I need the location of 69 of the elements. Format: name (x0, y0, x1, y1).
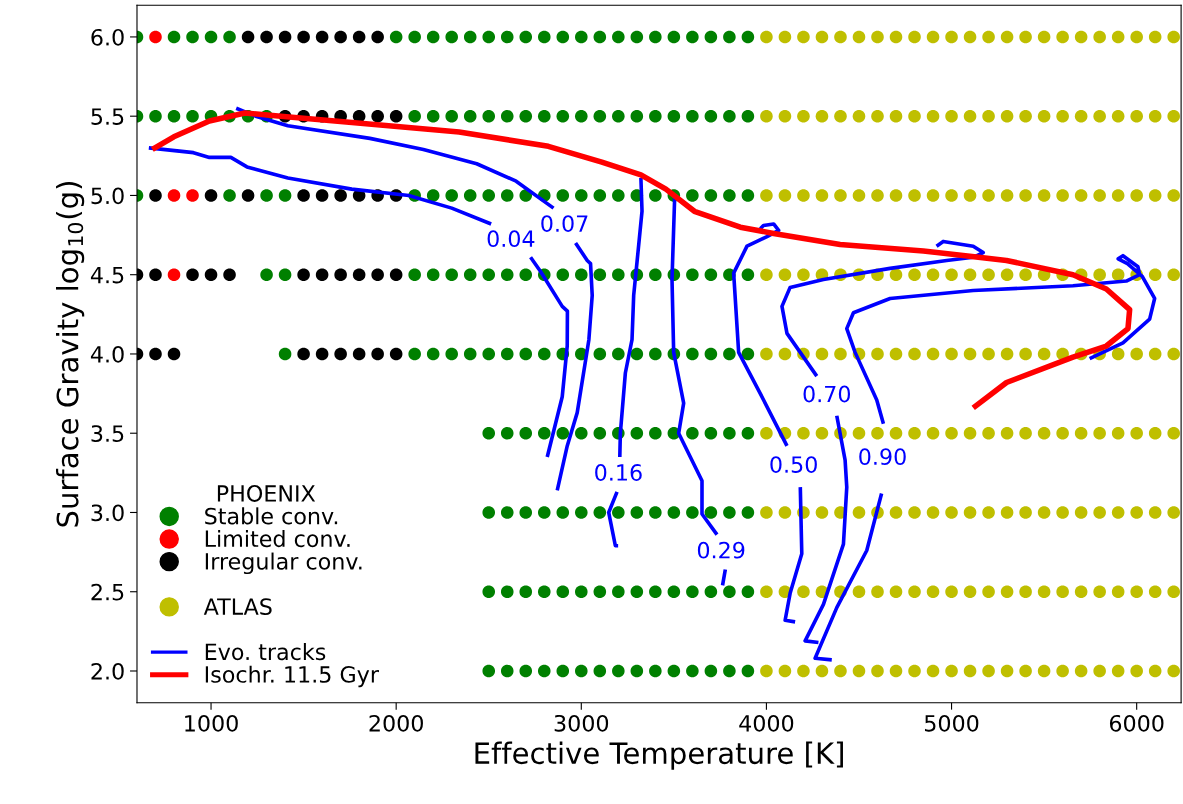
point (334, 189, 347, 202)
x-tick-label: 6000 (1109, 714, 1164, 732)
y-tick-label: 6.0 (91, 28, 124, 46)
point (241, 189, 255, 202)
y-tick-label: 4.0 (90, 345, 124, 363)
point (223, 268, 236, 281)
x-tick-label: 2000 (369, 714, 423, 732)
point (371, 347, 384, 361)
annotation: 0.29 (697, 541, 745, 559)
point (167, 268, 181, 281)
x-axis-title: Effective Temperature [K] (475, 741, 843, 770)
point (371, 30, 384, 44)
point (334, 30, 347, 44)
point (149, 189, 162, 202)
point (389, 109, 403, 123)
point (334, 268, 347, 281)
legend-title: PHOENIX (217, 485, 316, 502)
legend-label: Irregular conv. (205, 552, 362, 575)
point (297, 189, 310, 202)
point (167, 347, 181, 361)
annotation: 0.50 (770, 456, 817, 473)
annotation: 0.04 (487, 230, 535, 248)
point (149, 268, 162, 281)
point (186, 268, 199, 281)
point (352, 30, 366, 44)
point (315, 189, 329, 202)
y-tick-label: 2.0 (91, 662, 124, 680)
annotation: 0.07 (541, 215, 588, 233)
point (315, 30, 329, 44)
point (315, 268, 329, 281)
point (389, 347, 403, 361)
y-tick-label: 3.5 (91, 425, 124, 442)
point (389, 268, 403, 281)
point (371, 109, 384, 123)
legend-label: Evo. tracks (205, 643, 326, 661)
x-tick-label: 1000 (185, 714, 238, 732)
x-tick-label: 5000 (924, 714, 979, 732)
x-tick-label: 4000 (739, 714, 794, 732)
y-tick-label: 2.5 (91, 583, 124, 601)
y-tick-label: 5.0 (91, 187, 124, 205)
point (278, 30, 292, 44)
point (297, 268, 310, 281)
point (352, 268, 366, 281)
y-tick-label: 3.0 (91, 504, 124, 522)
point (315, 347, 329, 361)
point (204, 189, 218, 202)
point (167, 189, 181, 202)
point (297, 30, 310, 44)
y-tick-label: 4.5 (90, 266, 124, 284)
point (371, 268, 384, 281)
point (204, 268, 218, 281)
point (334, 347, 347, 361)
point (186, 189, 199, 202)
legend-label: ATLAS (203, 598, 272, 615)
point (149, 30, 162, 44)
point (241, 30, 255, 44)
point (352, 347, 366, 361)
legend-label: Isochr. 11.5 Gyr (205, 665, 379, 688)
point (297, 347, 310, 361)
point (149, 347, 162, 361)
annotation: 0.90 (859, 448, 906, 466)
annotation: 0.16 (595, 464, 642, 481)
x-tick-label: 3000 (554, 714, 609, 732)
legend-label: Stable conv. (205, 507, 338, 525)
y-tick-label: 5.5 (91, 108, 124, 125)
legend-label: Limited conv. (205, 529, 350, 548)
y-axis-title: Surface Gravity log$_{10}$(g) (56, 182, 85, 527)
point (260, 30, 273, 44)
annotation: 0.70 (803, 385, 851, 403)
